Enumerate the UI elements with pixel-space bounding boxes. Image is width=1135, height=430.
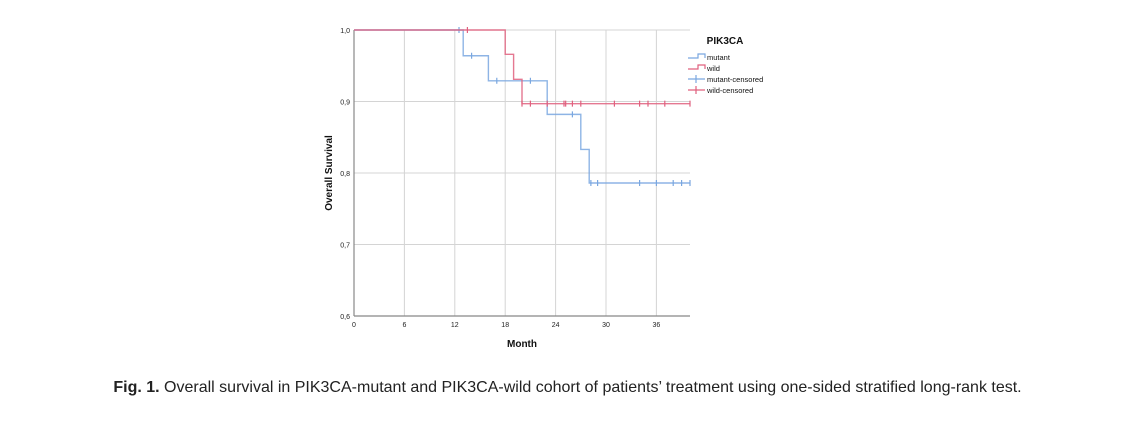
x-tick-labels: 0 6 12 18 24 30 36 <box>352 322 660 329</box>
legend-label: mutant-censored <box>707 75 763 84</box>
y-axis-title: Overall Survival <box>324 135 335 211</box>
y-tick-label: 0,8 <box>340 171 350 178</box>
x-tick-label: 12 <box>451 322 459 329</box>
legend-swatch <box>688 64 706 70</box>
legend-item-wild: wild <box>688 64 720 73</box>
legend-item-mutant: mutant <box>688 53 731 62</box>
y-tick-label: 0,6 <box>340 314 350 321</box>
legend: PIK3CA mutant wild mutant-censored wild-cen… <box>688 36 763 95</box>
km-chart: 0 6 12 18 24 30 36 0,6 0,7 0,8 0,9 1,0 Month Overa… <box>324 27 763 350</box>
legend-swatch <box>688 53 706 59</box>
y-tick-label: 0,7 <box>340 243 350 250</box>
x-tick-label: 0 <box>352 322 356 329</box>
legend-label: wild-censored <box>706 86 753 95</box>
legend-item-wild-censored: wild-censored <box>688 86 753 95</box>
legend-item-mutant-censored: mutant-censored <box>688 75 763 84</box>
x-tick-label: 6 <box>402 322 406 329</box>
x-tick-label: 24 <box>552 322 560 329</box>
legend-label: mutant <box>707 53 731 62</box>
x-axis-title: Month <box>507 339 537 350</box>
caption-text: Overall survival in PIK3CA-mutant and PI… <box>159 379 1022 396</box>
y-tick-label: 1,0 <box>340 28 350 35</box>
axes <box>353 30 690 317</box>
survival-curves <box>354 27 691 187</box>
legend-title: PIK3CA <box>707 36 744 47</box>
legend-label: wild <box>706 64 720 73</box>
x-tick-label: 30 <box>602 322 610 329</box>
y-tick-labels: 0,6 0,7 0,8 0,9 1,0 <box>340 28 350 321</box>
x-tick-label: 18 <box>501 322 509 329</box>
figure-caption: Fig. 1. Overall survival in PIK3CA-mutan… <box>0 379 1135 397</box>
y-tick-label: 0,9 <box>340 100 350 107</box>
caption-label: Fig. 1. <box>113 379 160 396</box>
curve-mutant <box>354 29 690 184</box>
grid-lines <box>354 29 690 316</box>
x-tick-label: 36 <box>653 322 661 329</box>
curve-wild <box>354 29 690 105</box>
